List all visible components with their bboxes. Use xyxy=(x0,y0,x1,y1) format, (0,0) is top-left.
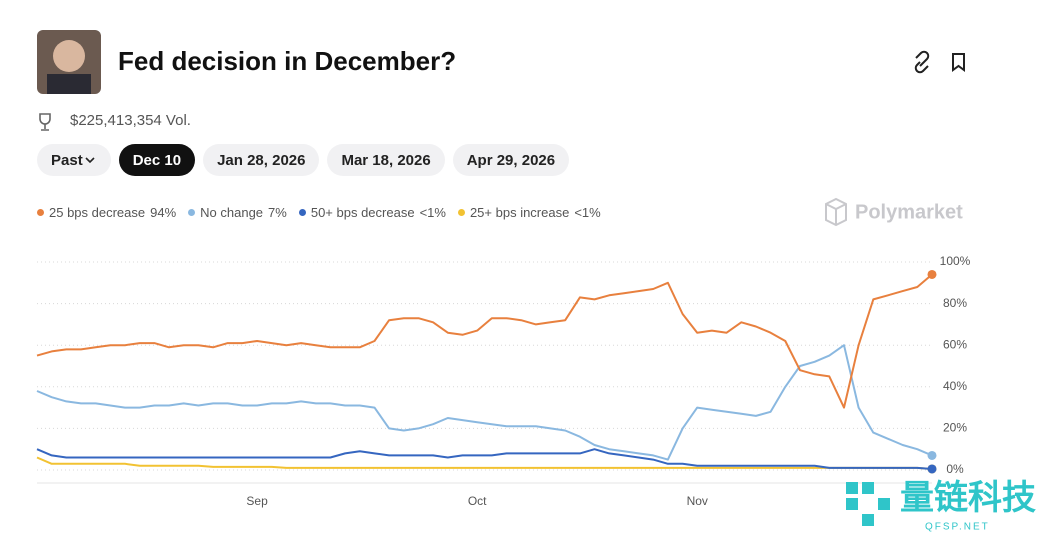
legend-label: 50+ bps decrease xyxy=(310,205,415,220)
x-tick-label: Oct xyxy=(468,494,487,508)
end-dot xyxy=(927,269,937,279)
legend: 25 bps decrease 94% No change 7% 50+ bps dec… xyxy=(37,205,601,220)
end-dot xyxy=(927,450,937,460)
y-tick-label: 80% xyxy=(943,296,967,310)
y-tick-label: 40% xyxy=(943,379,967,393)
legend-label: 25 bps decrease xyxy=(49,205,146,220)
legend-value: <1% xyxy=(419,205,446,220)
x-tick-label: Nov xyxy=(687,494,708,508)
series-line xyxy=(36,344,933,461)
legend-swatch xyxy=(457,209,465,216)
avatar-suit xyxy=(47,74,91,94)
y-tick-label: 20% xyxy=(943,421,967,435)
tabs: Past Dec 10 Jan 28, 2026 Mar 18, 2026 Apr 29… xyxy=(37,144,570,176)
watermark-sub: QFSP.NET xyxy=(925,522,990,533)
legend-label: 25+ bps increase xyxy=(469,205,570,220)
brand-logo xyxy=(825,197,847,227)
watermark: 量链科技 xyxy=(900,479,1036,517)
legend-swatch xyxy=(298,209,306,216)
tab[interactable]: Mar 18, 2026 xyxy=(327,144,445,176)
brand: Polymarket xyxy=(855,201,963,223)
tab[interactable]: Dec 10 xyxy=(118,144,196,176)
legend-label: No change xyxy=(200,205,264,220)
y-tick-label: 0% xyxy=(946,462,964,476)
end-dot xyxy=(927,464,937,474)
bookmark-icon[interactable] xyxy=(952,53,965,72)
trophy-icon xyxy=(39,113,51,131)
legend-item: 25 bps decrease 94% xyxy=(37,205,176,220)
tab[interactable]: Past xyxy=(37,144,111,176)
avatar-face xyxy=(53,40,85,72)
chevron xyxy=(85,157,95,164)
series-line xyxy=(36,273,933,409)
legend-item: No change 7% xyxy=(188,205,287,220)
link-icon[interactable] xyxy=(914,50,930,74)
legend-swatch xyxy=(188,209,196,216)
tab[interactable]: Apr 29, 2026 xyxy=(452,144,570,176)
series-line xyxy=(36,448,933,470)
y-tick-label: 60% xyxy=(943,337,967,351)
legend-swatch xyxy=(37,209,44,216)
watermark-icon xyxy=(846,482,890,526)
series-line xyxy=(36,456,933,470)
title: Fed decision in December? xyxy=(118,46,457,76)
legend-item: 50+ bps decrease <1% xyxy=(298,205,446,220)
volume: $225,413,354 Vol. xyxy=(70,112,191,129)
legend-value: 94% xyxy=(150,205,177,220)
x-tick-label: Sep xyxy=(246,494,268,508)
legend-value: <1% xyxy=(574,205,601,220)
legend-value: 7% xyxy=(268,205,287,220)
legend-item: 25+ bps increase <1% xyxy=(457,205,601,220)
y-tick-label: 100% xyxy=(940,254,971,268)
tab[interactable]: Jan 28, 2026 xyxy=(203,144,320,176)
